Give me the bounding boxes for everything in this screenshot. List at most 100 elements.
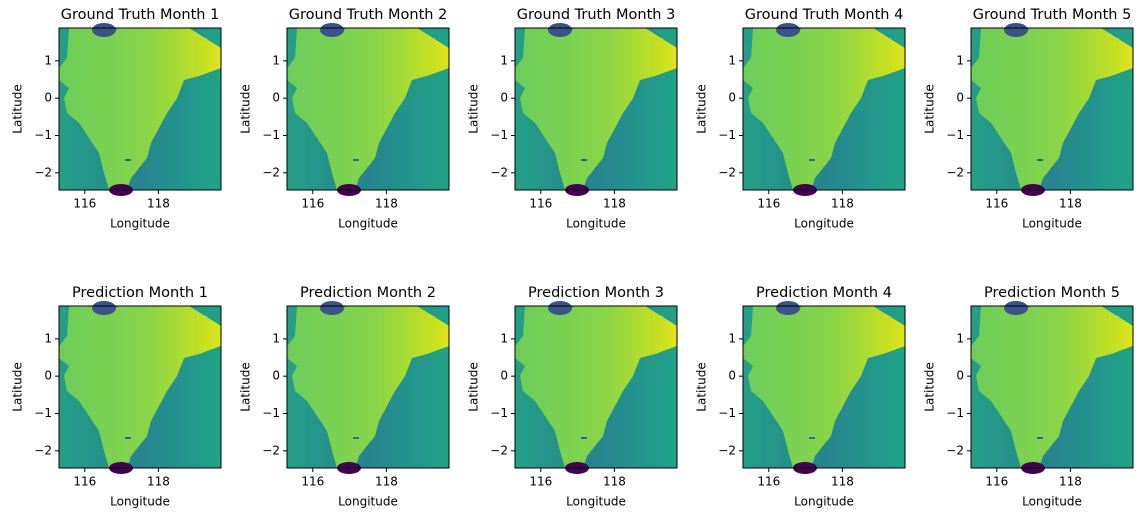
x-tick-label: 116 <box>301 475 324 489</box>
panel: 116 118 −2 −1 0 1 Prediction Month 4 Longitude L… <box>695 285 906 509</box>
x-tick-label: 116 <box>73 475 96 489</box>
x-axis-label: Longitude <box>110 217 170 231</box>
axes-frame <box>514 27 678 191</box>
panel: 116 118 −2 −1 0 1 Ground Truth Month 2 Longitud… <box>239 7 450 231</box>
x-tick-label: 116 <box>529 197 552 211</box>
y-tick-label: −2 <box>718 443 736 457</box>
plot-area <box>742 300 906 475</box>
y-tick-label: −1 <box>946 406 964 420</box>
y-tick-label: −2 <box>490 443 508 457</box>
y-axis-label: Latitude <box>695 84 709 133</box>
x-axis-label: Longitude <box>338 495 398 509</box>
y-tick-label: −1 <box>946 128 964 142</box>
y-tick-label: 0 <box>956 91 964 105</box>
y-tick-label: −2 <box>262 165 280 179</box>
chart-title: Ground Truth Month 1 <box>61 7 220 23</box>
map-image <box>286 300 450 475</box>
x-axis-label: Longitude <box>794 217 854 231</box>
y-axis-label: Latitude <box>923 362 937 411</box>
y-axis-label: Latitude <box>695 362 709 411</box>
axes-frame <box>58 305 222 469</box>
y-tick-label: −1 <box>490 128 508 142</box>
panel: 116 118 −2 −1 0 1 Ground Truth Month 4 Longitud… <box>695 7 906 231</box>
y-tick-label: 1 <box>44 331 52 345</box>
map-image <box>58 22 222 197</box>
y-tick-label: −2 <box>34 443 52 457</box>
axes-frame <box>286 27 450 191</box>
axes-frame <box>286 305 450 469</box>
axes-frame <box>742 27 906 191</box>
plot-area <box>970 300 1134 475</box>
axes-frame <box>58 27 222 191</box>
x-tick-label: 116 <box>73 197 96 211</box>
x-tick-label: 116 <box>757 475 780 489</box>
x-tick-label: 116 <box>985 475 1008 489</box>
map-image <box>286 22 450 197</box>
x-tick-label: 118 <box>375 197 398 211</box>
x-tick-label: 118 <box>147 475 170 489</box>
panel: 116 118 −2 −1 0 1 Prediction Month 5 Longitude L… <box>923 285 1134 509</box>
chart-title: Ground Truth Month 5 <box>973 7 1132 23</box>
y-tick-label: −2 <box>34 165 52 179</box>
chart-title: Ground Truth Month 2 <box>289 7 448 23</box>
x-tick-label: 116 <box>301 197 324 211</box>
plot-area <box>58 300 222 475</box>
panel: 116 118 −2 −1 0 1 Ground Truth Month 1 Longitud… <box>11 7 222 231</box>
y-axis-label: Latitude <box>239 362 253 411</box>
map-image <box>514 300 678 475</box>
x-tick-label: 116 <box>985 197 1008 211</box>
y-tick-label: 0 <box>500 91 508 105</box>
map-image <box>970 22 1134 197</box>
y-tick-label: −2 <box>946 443 964 457</box>
y-tick-label: 0 <box>44 91 52 105</box>
y-tick-label: 1 <box>956 53 964 67</box>
plot-area <box>514 22 678 197</box>
axes-frame <box>970 305 1134 469</box>
x-axis-label: Longitude <box>566 495 626 509</box>
x-axis-label: Longitude <box>110 495 170 509</box>
map-image <box>970 300 1134 475</box>
map-image <box>742 300 906 475</box>
y-tick-label: 1 <box>272 53 280 67</box>
y-tick-label: 0 <box>44 369 52 383</box>
y-axis-label: Latitude <box>467 84 481 133</box>
y-tick-label: −2 <box>490 165 508 179</box>
x-tick-label: 118 <box>603 475 626 489</box>
y-tick-label: 0 <box>500 369 508 383</box>
y-tick-label: −1 <box>34 406 52 420</box>
y-tick-label: −2 <box>946 165 964 179</box>
chart-title: Ground Truth Month 3 <box>517 7 676 23</box>
plot-area <box>742 22 906 197</box>
map-image <box>514 22 678 197</box>
y-axis-label: Latitude <box>11 362 25 411</box>
plot-area <box>286 22 450 197</box>
x-axis-label: Longitude <box>794 495 854 509</box>
x-tick-label: 116 <box>529 475 552 489</box>
y-tick-label: 1 <box>500 53 508 67</box>
y-tick-label: 0 <box>728 369 736 383</box>
plot-area <box>970 22 1134 197</box>
y-tick-label: 0 <box>272 91 280 105</box>
axes-frame <box>970 27 1134 191</box>
y-tick-label: 0 <box>956 369 964 383</box>
y-axis-label: Latitude <box>11 84 25 133</box>
y-axis-label: Latitude <box>467 362 481 411</box>
x-tick-label: 118 <box>375 475 398 489</box>
y-tick-label: 0 <box>728 91 736 105</box>
panel: 116 118 −2 −1 0 1 Prediction Month 2 Longitude L… <box>239 285 450 509</box>
chart-title: Ground Truth Month 4 <box>745 7 904 23</box>
y-tick-label: 1 <box>956 331 964 345</box>
y-tick-label: −2 <box>718 165 736 179</box>
y-axis-label: Latitude <box>923 84 937 133</box>
plot-area <box>286 300 450 475</box>
x-axis-label: Longitude <box>1022 217 1082 231</box>
panel: 116 118 −2 −1 0 1 Ground Truth Month 5 Longitud… <box>923 7 1134 231</box>
x-tick-label: 118 <box>603 197 626 211</box>
x-tick-label: 118 <box>831 197 854 211</box>
y-tick-label: 1 <box>728 331 736 345</box>
chart-title: Prediction Month 1 <box>72 285 208 301</box>
map-image <box>742 22 906 197</box>
chart-title: Prediction Month 5 <box>984 285 1120 301</box>
map-image <box>58 300 222 475</box>
